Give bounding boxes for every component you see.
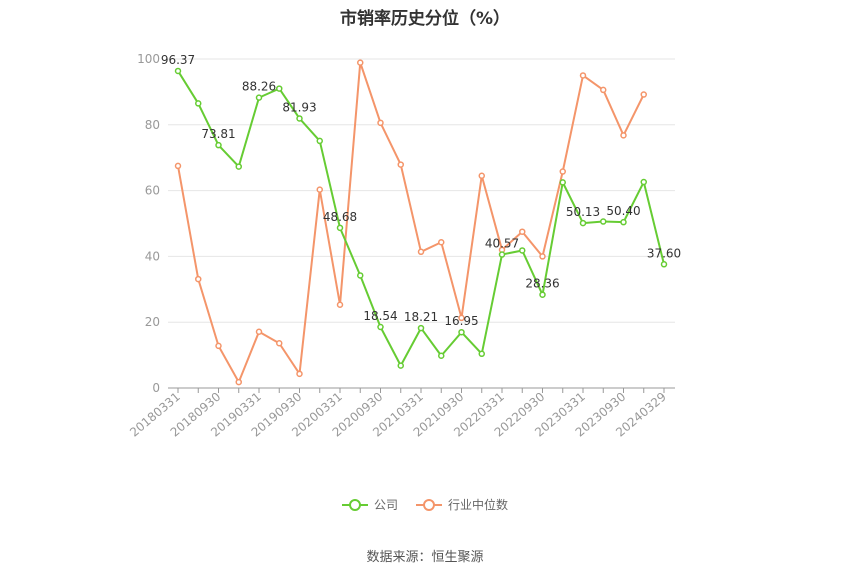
- data-point[interactable]: [336, 224, 344, 232]
- legend-industry-marker-icon: [416, 498, 442, 511]
- data-point[interactable]: [579, 219, 587, 227]
- data-label: 40.57: [485, 237, 519, 251]
- data-label: 28.36: [525, 277, 559, 291]
- legend-item-company[interactable]: 公司: [341, 496, 398, 513]
- data-point[interactable]: [539, 291, 546, 298]
- legend: 公司 行业中位数: [0, 496, 850, 513]
- data-point[interactable]: [357, 272, 364, 279]
- chart-title: 市销率历史分位（%）: [339, 9, 511, 29]
- data-point[interactable]: [195, 100, 202, 107]
- data-point[interactable]: [255, 328, 263, 335]
- axes: 0204060801002018033120180930201903312019…: [127, 52, 675, 440]
- data-point[interactable]: [397, 161, 404, 168]
- data-label: 81.93: [282, 100, 316, 114]
- data-point[interactable]: [478, 350, 485, 358]
- y-tick-label: 100: [137, 52, 160, 66]
- data-point[interactable]: [539, 253, 546, 260]
- legend-company-marker-icon: [341, 498, 368, 511]
- data-point[interactable]: [600, 218, 607, 225]
- data-label: 18.54: [363, 309, 397, 323]
- data-point[interactable]: [640, 91, 647, 98]
- y-tick-label: 80: [145, 118, 160, 132]
- data-point[interactable]: [377, 323, 384, 331]
- data-point[interactable]: [640, 178, 647, 186]
- data-point[interactable]: [559, 179, 566, 186]
- data-point[interactable]: [195, 275, 202, 283]
- y-tick-label: 20: [145, 315, 160, 329]
- legend-item-industry-median[interactable]: 行业中位数: [416, 496, 508, 513]
- data-point[interactable]: [620, 218, 627, 226]
- data-point[interactable]: [215, 141, 222, 149]
- data-point[interactable]: [579, 72, 587, 79]
- legend-company-label: 公司: [373, 498, 398, 512]
- data-point[interactable]: [417, 324, 425, 332]
- data-label: 48.68: [323, 210, 357, 224]
- data-point[interactable]: [174, 67, 182, 75]
- data-labels: 96.37 73.81 88.26 81.93 48.68 18.54 18.21 16.95…: [161, 53, 681, 328]
- data-point[interactable]: [296, 370, 303, 378]
- data-point[interactable]: [498, 251, 506, 258]
- data-point[interactable]: [559, 168, 566, 175]
- data-label: 50.40: [606, 204, 640, 218]
- data-point[interactable]: [458, 314, 465, 322]
- data-point[interactable]: [438, 352, 445, 360]
- data-point[interactable]: [316, 186, 323, 193]
- series-line-1: [177, 61, 645, 384]
- data-label: 73.81: [201, 127, 235, 141]
- data-point[interactable]: [660, 261, 668, 268]
- y-tick-label: 0: [152, 381, 160, 395]
- grid-lines: [168, 58, 675, 323]
- data-point[interactable]: [276, 340, 283, 347]
- data-point[interactable]: [600, 86, 607, 94]
- data-label: 88.26: [242, 80, 276, 94]
- data-point[interactable]: [478, 172, 485, 180]
- data-point[interactable]: [296, 115, 303, 122]
- data-point[interactable]: [620, 132, 627, 139]
- data-point[interactable]: [417, 248, 425, 256]
- data-point[interactable]: [235, 378, 242, 386]
- y-tick-label: 40: [145, 249, 160, 263]
- data-point[interactable]: [357, 59, 364, 66]
- data-point[interactable]: [458, 328, 465, 336]
- y-tick-label: 60: [145, 184, 160, 198]
- data-point[interactable]: [255, 94, 263, 101]
- data-point[interactable]: [276, 85, 283, 92]
- data-point[interactable]: [377, 119, 384, 127]
- data-point[interactable]: [438, 239, 445, 246]
- data-point[interactable]: [397, 362, 404, 369]
- data-point[interactable]: [519, 228, 526, 235]
- data-point[interactable]: [235, 163, 242, 170]
- data-point[interactable]: [519, 247, 526, 254]
- series-lines: [174, 59, 668, 386]
- data-label: 18.21: [404, 310, 438, 324]
- data-label: 96.37: [161, 53, 195, 67]
- data-point[interactable]: [174, 162, 182, 170]
- legend-industry-label: 行业中位数: [448, 498, 509, 512]
- data-source-note: 数据来源：恒生聚源: [366, 550, 484, 565]
- data-point[interactable]: [336, 301, 344, 309]
- data-label: 37.60: [647, 246, 681, 260]
- data-point[interactable]: [316, 137, 323, 145]
- data-label: 16.95: [444, 314, 478, 328]
- data-label: 50.13: [566, 205, 600, 219]
- data-point[interactable]: [215, 342, 222, 350]
